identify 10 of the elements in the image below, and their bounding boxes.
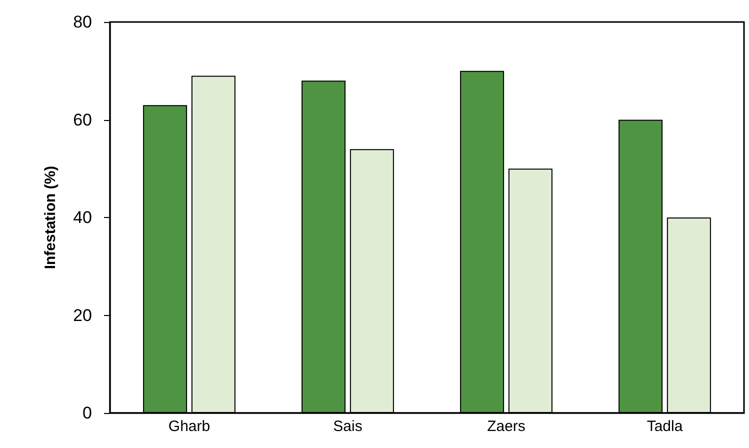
x-tick-label: Zaers	[487, 418, 526, 435]
x-tick-label: Sais	[333, 418, 362, 435]
y-tick-label: 60	[73, 110, 92, 130]
x-tick-label: Gharb	[168, 418, 210, 435]
y-tick-label: 20	[73, 306, 92, 325]
y-tick-label: 40	[73, 208, 92, 227]
y-tick-label: 80	[73, 12, 92, 32]
y-axis-title: Infestation (%)	[42, 166, 59, 270]
x-tick-label: Tadla	[646, 418, 684, 435]
y-tick-label: 0	[82, 404, 92, 422]
